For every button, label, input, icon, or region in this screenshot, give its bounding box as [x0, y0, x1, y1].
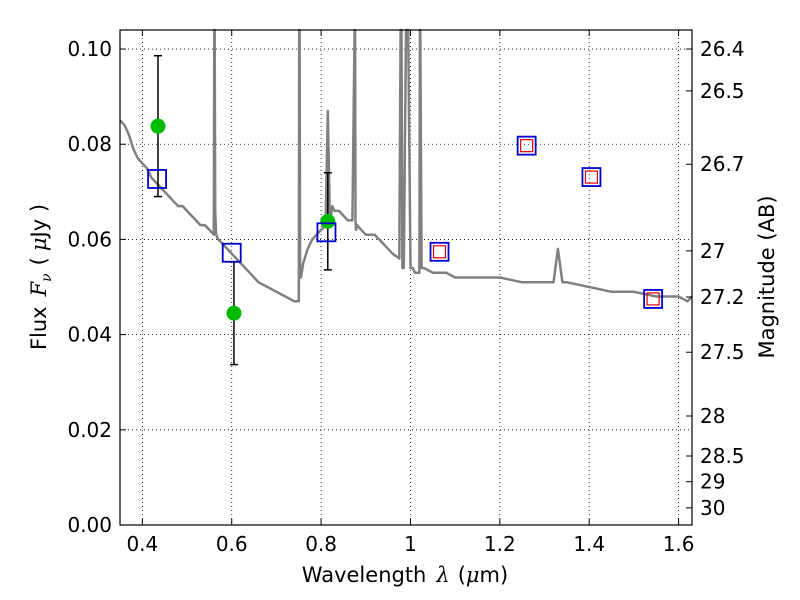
y-tick-label: 0.02 [67, 418, 112, 442]
model-square [516, 135, 537, 156]
mag-tick-label: 26.7 [700, 152, 745, 176]
sed-line-group [119, 28, 693, 303]
x-tick-label: 1.4 [573, 532, 605, 556]
observed-point [150, 118, 166, 134]
mag-tick-label: 28.5 [700, 444, 745, 468]
x-tick-label: 0.8 [305, 532, 337, 556]
x-axis-label: Wavelength λ (μm) [302, 563, 508, 587]
mag-tick-label: 27 [700, 239, 725, 263]
observed-point [226, 305, 242, 321]
error-bar-group [153, 54, 332, 366]
model-square [316, 222, 337, 243]
y-right-axis-label: Magnitude (AB) [755, 195, 779, 358]
tick-group: 0.4 0.6 0.8 1 1.2 1.4 1.6 0.00 0.02 0.04 0.06 0.08 0… [67, 30, 745, 556]
model-square [643, 289, 664, 309]
x-tick-label: 0.4 [126, 532, 158, 556]
mag-tick-label: 26.5 [700, 79, 745, 103]
predicted-square [646, 292, 660, 306]
y-tick-label: 0.08 [67, 132, 112, 156]
predicted-square [432, 245, 447, 259]
x-tick-label: 0.6 [216, 532, 248, 556]
mag-tick-label: 26.4 [700, 37, 745, 61]
predicted-square [584, 170, 599, 184]
observed-point [320, 213, 336, 229]
x-tick-label: 1.2 [484, 532, 516, 556]
mag-tick-label: 27.2 [700, 285, 745, 309]
predicted-square [520, 139, 534, 153]
y-tick-label: 0.04 [67, 323, 112, 347]
plot-frame [119, 29, 693, 526]
mag-tick-label: 30 [700, 496, 725, 520]
model-square [429, 241, 450, 262]
model-square [221, 242, 242, 263]
mag-tick-label: 29 [700, 470, 725, 494]
marker-group [147, 118, 664, 321]
y-tick-label: 0.06 [67, 227, 112, 251]
x-tick-label: 1 [404, 532, 417, 556]
sed-line [119, 28, 693, 303]
y-axis-label: FluxFν(μJy ) [27, 204, 55, 350]
model-square [147, 169, 167, 189]
mag-tick-label: 27.5 [700, 340, 745, 364]
y-tick-label: 0.00 [67, 513, 112, 537]
x-tick-label: 1.6 [663, 532, 695, 556]
y-tick-label: 0.10 [67, 37, 112, 61]
mag-tick-label: 28 [700, 404, 725, 428]
model-square [581, 167, 602, 187]
